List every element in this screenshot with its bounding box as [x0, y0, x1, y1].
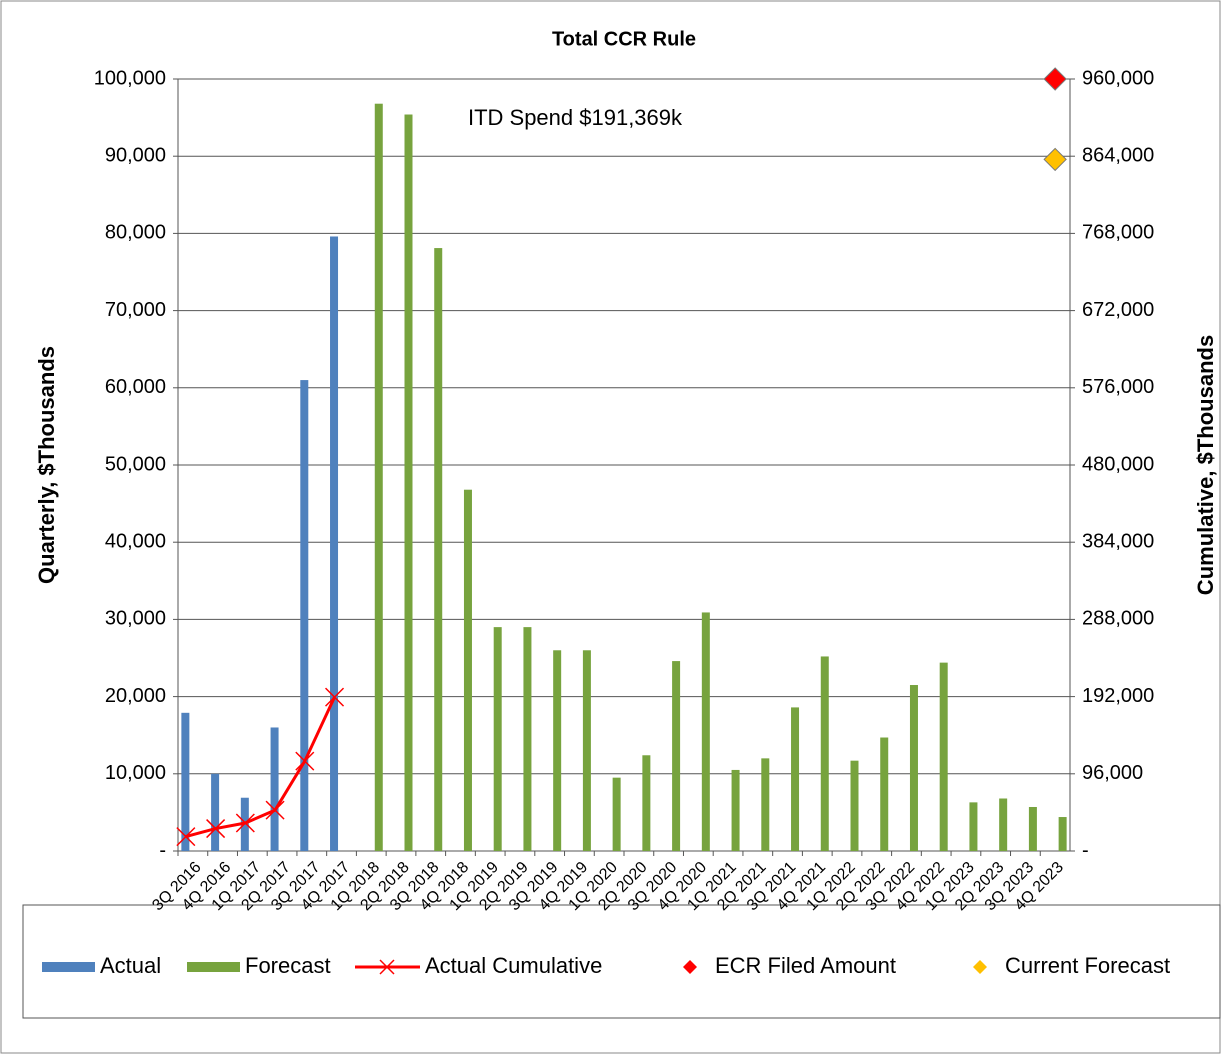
y2-tick-label: 384,000 — [1082, 530, 1154, 552]
line-marker — [265, 800, 285, 820]
legend-label: ECR Filed Amount — [715, 953, 896, 978]
bar — [642, 755, 651, 851]
bar — [1028, 806, 1037, 851]
bar — [300, 380, 309, 851]
bar — [374, 103, 383, 852]
bar — [270, 727, 279, 851]
bar — [582, 650, 591, 851]
diamond-marker — [1043, 67, 1067, 91]
bar — [181, 712, 190, 851]
bar — [672, 661, 681, 851]
annotation: ITD Spend $191,369k — [468, 105, 683, 130]
line-marker — [235, 813, 255, 833]
legend-label: Actual Cumulative — [425, 953, 602, 978]
y-tick-label: 30,000 — [105, 608, 166, 630]
bar — [791, 707, 800, 851]
y2-tick-label: 576,000 — [1082, 376, 1154, 398]
bar — [939, 662, 948, 851]
y-tick-label: 70,000 — [105, 299, 166, 321]
line-marker — [295, 751, 315, 771]
bar — [463, 489, 472, 851]
bar — [731, 769, 740, 851]
line-marker — [325, 687, 345, 707]
bar — [612, 777, 621, 851]
chart-title: Total CCR Rule — [552, 28, 696, 50]
legend-label: Actual — [100, 953, 161, 978]
bar — [999, 798, 1008, 851]
y-tick-label: 40,000 — [105, 530, 166, 552]
y2-axis-title: Cumulative, $Thousands — [1193, 335, 1218, 595]
y2-tick-label: 672,000 — [1082, 299, 1154, 321]
bar — [1058, 817, 1067, 851]
legend-swatch — [42, 962, 95, 972]
y-axis-title: Quarterly, $Thousands — [34, 346, 59, 584]
bar — [820, 656, 829, 851]
legend-swatch — [379, 959, 395, 975]
bar — [909, 685, 918, 851]
bar — [493, 627, 502, 851]
y-tick-label: 80,000 — [105, 222, 166, 244]
bar — [761, 758, 770, 851]
y2-tick-label: 192,000 — [1082, 685, 1154, 707]
bar — [404, 114, 413, 851]
bar — [434, 248, 443, 851]
y-tick-label: 20,000 — [105, 685, 166, 707]
y-tick-label: 90,000 — [105, 144, 166, 166]
y2-tick-label: 768,000 — [1082, 222, 1154, 244]
y-tick-label: 50,000 — [105, 453, 166, 475]
bar — [330, 236, 339, 851]
y2-tick-label: - — [1082, 839, 1089, 861]
bar — [211, 773, 220, 851]
y-tick-label: 10,000 — [105, 762, 166, 784]
y-tick-label: 100,000 — [94, 67, 166, 89]
bar — [850, 760, 859, 851]
y2-tick-label: 288,000 — [1082, 608, 1154, 630]
bar — [969, 802, 978, 851]
y2-tick-label: 96,000 — [1082, 762, 1143, 784]
y2-tick-label: 480,000 — [1082, 453, 1154, 475]
legend-label: Forecast — [245, 953, 331, 978]
y2-tick-label: 960,000 — [1082, 67, 1154, 89]
legend-box — [22, 904, 1221, 1019]
legend-swatch — [973, 960, 987, 974]
legend-swatch — [187, 962, 240, 972]
bar — [553, 650, 562, 851]
legend-swatch — [683, 960, 697, 974]
line-marker — [206, 819, 226, 839]
diamond-marker — [1043, 147, 1067, 172]
y-tick-label: - — [159, 839, 166, 861]
line — [185, 696, 336, 839]
bar — [701, 612, 710, 851]
bar — [523, 627, 532, 851]
y2-tick-label: 864,000 — [1082, 144, 1154, 166]
line-marker — [176, 827, 196, 847]
bar — [880, 737, 889, 851]
y-tick-label: 60,000 — [105, 376, 166, 398]
legend-label: Current Forecast — [1005, 953, 1170, 978]
